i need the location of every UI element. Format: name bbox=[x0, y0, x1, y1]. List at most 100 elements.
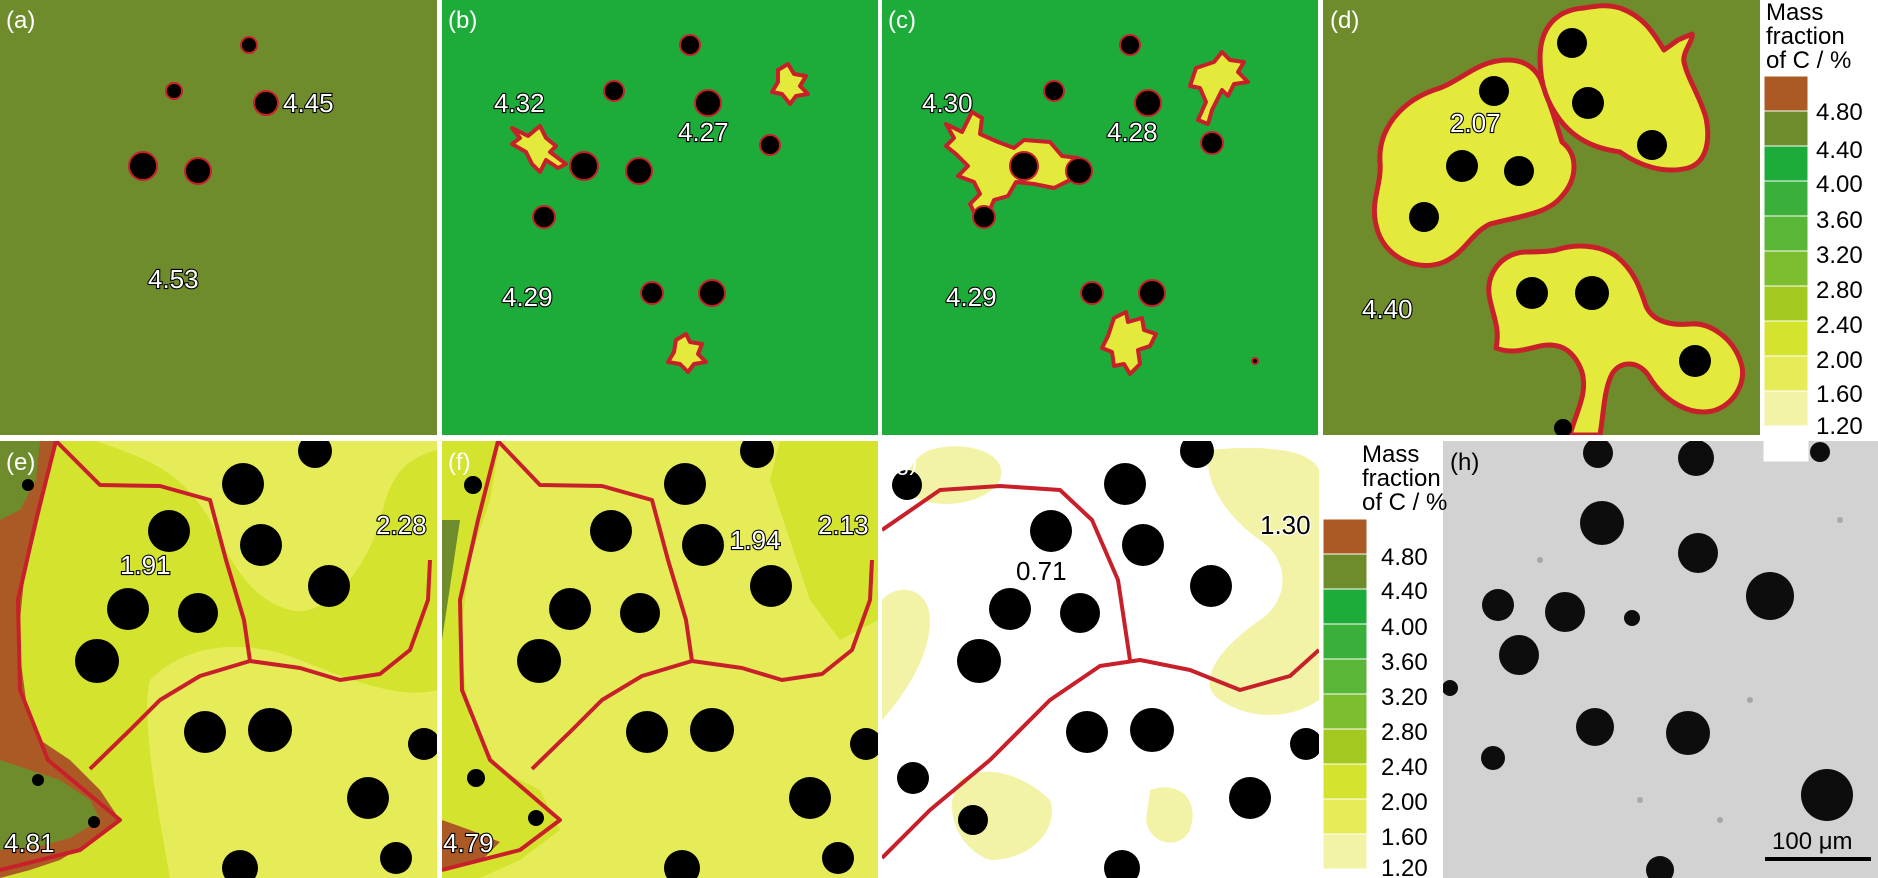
separator bbox=[1318, 0, 1323, 441]
panel-d bbox=[1323, 0, 1760, 435]
legend-bottom-tick: 3.60 bbox=[1381, 649, 1428, 676]
graphite-nodule bbox=[1443, 680, 1458, 696]
graphite-nodule bbox=[1009, 151, 1039, 181]
graphite-nodule bbox=[1646, 856, 1674, 878]
graphite-nodule bbox=[298, 441, 332, 468]
panel-f-label: (f) bbox=[448, 449, 471, 476]
graphite-nodule bbox=[1482, 589, 1514, 621]
graphite-nodule bbox=[1180, 441, 1214, 468]
legend-top-tick: 2.80 bbox=[1816, 277, 1863, 304]
graphite-nodule bbox=[222, 463, 264, 505]
panel-b-value-1: 4.32 bbox=[494, 88, 545, 118]
legend-swatch bbox=[1322, 588, 1368, 625]
legend-swatch bbox=[1322, 798, 1368, 835]
grain-boundary bbox=[530, 559, 874, 771]
graphite-nodule bbox=[1104, 850, 1140, 878]
panel-b-value-2: 4.27 bbox=[678, 117, 729, 147]
graphite-nodule bbox=[682, 524, 724, 566]
graphite-nodule bbox=[640, 281, 664, 305]
graphite-nodule bbox=[184, 711, 226, 753]
legend-swatch bbox=[1322, 553, 1368, 590]
graphite-nodule bbox=[897, 762, 929, 794]
speck bbox=[1837, 517, 1843, 523]
graphite-nodule bbox=[347, 777, 389, 819]
legend-bottom-tick: 2.80 bbox=[1381, 719, 1428, 746]
graphite-nodule bbox=[1190, 565, 1232, 607]
legend-bottom-title-line-3: of C / % bbox=[1362, 489, 1447, 516]
graphite-nodule bbox=[1637, 130, 1667, 160]
graphite-nodule bbox=[603, 80, 625, 102]
panel-g-pale-zone bbox=[882, 589, 930, 720]
graphite-nodule bbox=[1065, 157, 1093, 185]
graphite-nodule bbox=[1576, 708, 1614, 746]
graphite-nodule bbox=[248, 708, 292, 752]
legend-swatch bbox=[1763, 180, 1809, 217]
graphite-nodule bbox=[1572, 87, 1604, 119]
graphite-nodule bbox=[1119, 34, 1141, 56]
graphite-nodule bbox=[222, 850, 258, 878]
panel-h-graphite-nodules bbox=[1443, 441, 1853, 878]
graphite-nodule bbox=[1138, 279, 1166, 307]
panel-f-carbon-rich-region bbox=[442, 820, 500, 870]
legend-swatch bbox=[1763, 215, 1809, 252]
graphite-nodule bbox=[972, 205, 996, 229]
panel-g-label: (g) bbox=[888, 449, 917, 476]
graphite-nodule bbox=[957, 639, 1001, 683]
graphite-nodule bbox=[1746, 572, 1794, 620]
panel-g-pale-zone bbox=[951, 771, 1052, 860]
speck bbox=[1537, 557, 1543, 563]
graphite-nodule bbox=[1679, 345, 1711, 377]
separator bbox=[0, 435, 1878, 441]
graphite-nodule bbox=[1504, 156, 1534, 186]
graphite-nodule bbox=[1446, 150, 1478, 182]
panel-f bbox=[442, 441, 878, 878]
panel-c-graphite-nodules bbox=[972, 34, 1259, 365]
legend-top-tick: 4.40 bbox=[1816, 137, 1863, 164]
legend-bottom-tick: 4.80 bbox=[1381, 544, 1428, 571]
panel-b-austenite-dendrites bbox=[510, 62, 810, 374]
legend-top-tick: 3.60 bbox=[1816, 207, 1863, 234]
panel-g-graphite-nodules bbox=[892, 441, 1319, 878]
panel-e-graphite-nodules bbox=[22, 441, 437, 878]
legend-bottom-tick: 3.20 bbox=[1381, 684, 1428, 711]
panel-b-matrix bbox=[442, 0, 878, 435]
graphite-nodule bbox=[1678, 441, 1714, 476]
grain-boundary bbox=[882, 648, 1319, 860]
graphite-nodule bbox=[1251, 357, 1259, 365]
legend-swatch bbox=[1763, 145, 1809, 182]
grain-boundary bbox=[88, 559, 432, 771]
panel-e-lighter-zone bbox=[147, 646, 437, 878]
graphite-nodule bbox=[408, 728, 437, 760]
panel-a-value-1: 4.45 bbox=[283, 88, 334, 118]
graphite-nodule bbox=[380, 842, 412, 874]
graphite-nodule bbox=[1066, 711, 1108, 753]
panel-b-graphite-nodules bbox=[532, 34, 781, 307]
legend-bottom-tick: 1.20 bbox=[1381, 855, 1428, 878]
graphite-nodule bbox=[1030, 510, 1072, 552]
austenite-dendrite bbox=[666, 332, 708, 374]
scale-bar: 100 μm bbox=[1765, 828, 1871, 861]
graphite-nodule bbox=[1229, 777, 1271, 819]
graphite-nodule bbox=[75, 639, 119, 683]
graphite-nodule bbox=[549, 588, 591, 630]
graphite-nodule bbox=[892, 470, 922, 500]
panel-d-label: (d) bbox=[1330, 7, 1359, 34]
panel-d-graphite-nodules bbox=[1409, 28, 1711, 435]
legend-bottom-title-line-2: fraction bbox=[1362, 465, 1441, 492]
panel-f-value-3: 4.79 bbox=[443, 828, 494, 858]
austenite-dendrite bbox=[1100, 310, 1158, 376]
legend-swatch bbox=[1322, 693, 1368, 730]
graphite-nodule bbox=[1200, 131, 1224, 155]
panel-b bbox=[442, 0, 878, 435]
graphite-nodule bbox=[165, 82, 183, 100]
legend-top: Mass fraction of C / % 4.80 4.40 4.00 3.… bbox=[1763, 0, 1863, 462]
graphite-nodule bbox=[128, 151, 158, 181]
panel-c-matrix bbox=[882, 0, 1318, 435]
graphite-nodule bbox=[253, 90, 279, 116]
legend-swatch bbox=[1322, 763, 1368, 800]
panel-h-label: (h) bbox=[1450, 449, 1479, 476]
panel-e-value-3: 4.81 bbox=[4, 828, 55, 858]
graphite-nodule bbox=[698, 279, 726, 307]
graphite-nodule bbox=[1575, 276, 1609, 310]
